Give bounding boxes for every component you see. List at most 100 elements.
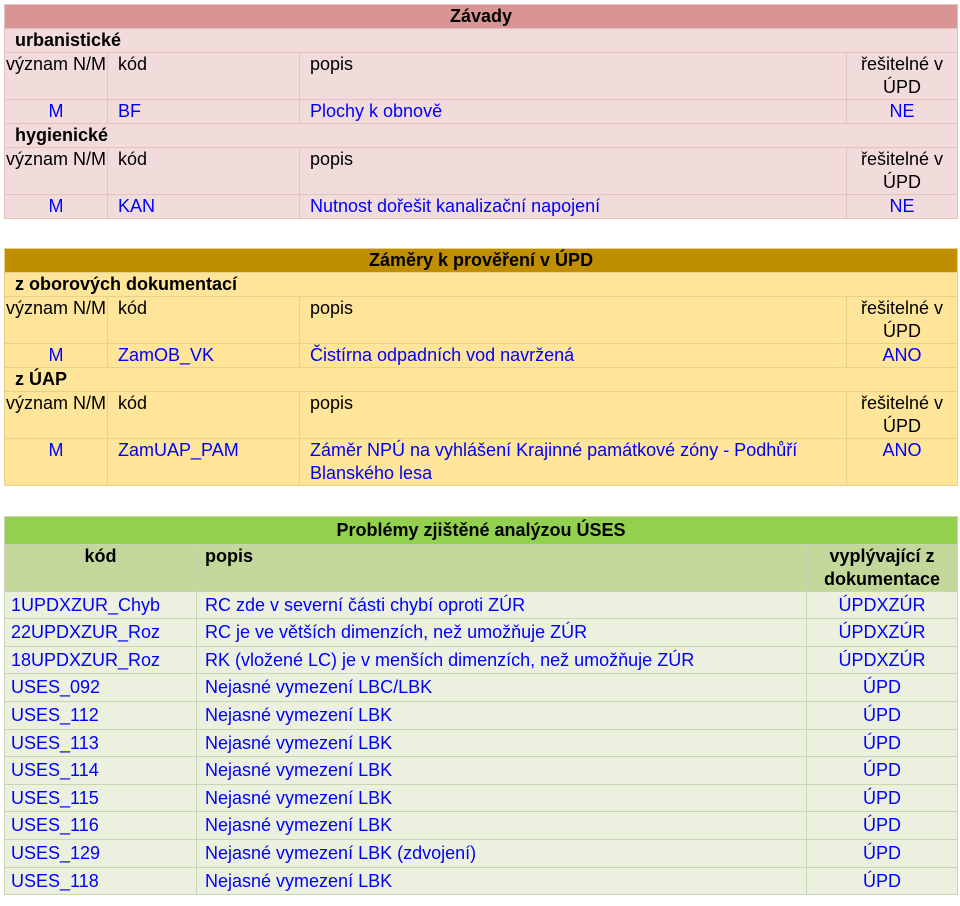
cell-vyplyvajici: ÚPD (805, 756, 959, 785)
table-row: M ZamOB_VK Čistírna odpadních vod navrže… (4, 343, 959, 368)
header-row: význam N/M kód popis řešitelné v ÚPD (4, 296, 959, 344)
zamery-table: Záměry k prověření v ÚPD z oborových dok… (3, 248, 959, 486)
section-row: z ÚAP (3, 367, 959, 392)
section-row: hygienické (3, 123, 959, 148)
zamery-title-row: Záměry k prověření v ÚPD (3, 248, 959, 273)
header-kod: kód (107, 52, 300, 100)
cell-vyznam: M (4, 343, 108, 368)
cell-resitelne: ANO (845, 438, 959, 486)
header-popis: popis (299, 147, 847, 195)
header-vyznam: význam N/M (4, 391, 108, 439)
zavady-title: Závady (3, 4, 959, 29)
cell-vyplyvajici: ÚPD (805, 728, 959, 758)
cell-popis: Čistírna odpadních vod navržená (299, 343, 847, 368)
cell-kod: 22UPDXZUR_Roz (4, 618, 197, 647)
table-row: USES_113 Nejasné vymezení LBK ÚPD (4, 728, 959, 758)
cell-kod: ZamUAP_PAM (107, 438, 300, 486)
cell-vyplyvajici: ÚPD (805, 700, 959, 730)
cell-popis: Nejasné vymezení LBK (196, 700, 807, 730)
section-title: urbanistické (3, 28, 959, 53)
table-row: USES_118 Nejasné vymezení LBK ÚPD (4, 866, 959, 896)
cell-popis: RC je ve větších dimenzích, než umožňuje… (196, 618, 807, 647)
header-row: význam N/M kód popis řešitelné v ÚPD (4, 147, 959, 195)
cell-vyplyvajici: ÚPD (805, 811, 959, 840)
cell-popis: Plochy k obnově (299, 99, 847, 124)
table-row: M KAN Nutnost dořešit kanalizační napoje… (4, 194, 959, 219)
section-title: z ÚAP (3, 367, 959, 392)
cell-kod: 18UPDXZUR_Roz (4, 645, 197, 675)
cell-popis: Nejasné vymezení LBK (196, 783, 807, 813)
cell-popis: Záměr NPÚ na vyhlášení Krajinné památkov… (299, 438, 847, 486)
cell-popis: RK (vložené LC) je v menších dimenzích, … (196, 645, 807, 675)
header-popis: popis (299, 52, 847, 100)
table-row: USES_112 Nejasné vymezení LBK ÚPD (4, 700, 959, 730)
cell-kod: USES_116 (4, 811, 197, 840)
zavady-table: Závady urbanistické význam N/M kód popis… (3, 4, 959, 219)
cell-vyplyvajici: ÚPD (805, 783, 959, 813)
table-row: USES_129 Nejasné vymezení LBK (zdvojení) Ú… (4, 838, 959, 868)
cell-kod: USES_118 (4, 866, 197, 896)
header-resitelne: řešitelné v ÚPD (845, 52, 959, 100)
cell-kod: USES_129 (4, 838, 197, 868)
cell-kod: USES_114 (4, 756, 197, 785)
cell-kod: KAN (107, 194, 300, 219)
problemy-table: Problémy zjištěné analýzou ÚSES kód popi… (3, 516, 959, 896)
header-popis: popis (196, 543, 807, 592)
header-row: kód popis vyplývající z dokumentace (4, 543, 959, 592)
table-row: USES_092 Nejasné vymezení LBC/LBK ÚPD (4, 673, 959, 702)
cell-resitelne: NE (845, 194, 959, 219)
header-vyznam: význam N/M (4, 296, 108, 344)
cell-vyplyvajici: ÚPDXZÚR (805, 590, 959, 620)
cell-kod: USES_112 (4, 700, 197, 730)
cell-popis: Nejasné vymezení LBK (196, 811, 807, 840)
header-vyznam: význam N/M (4, 147, 108, 195)
problemy-title-row: Problémy zjištěné analýzou ÚSES (3, 516, 959, 545)
cell-resitelne: ANO (845, 343, 959, 368)
cell-popis: Nutnost dořešit kanalizační napojení (299, 194, 847, 219)
cell-kod: USES_113 (4, 728, 197, 758)
table-row: USES_116 Nejasné vymezení LBK ÚPD (4, 811, 959, 840)
header-vyznam: význam N/M (4, 52, 108, 100)
cell-popis: Nejasné vymezení LBK (196, 866, 807, 896)
section-row: urbanistické (3, 28, 959, 53)
table-row: M BF Plochy k obnově NE (4, 99, 959, 124)
cell-vyznam: M (4, 438, 108, 486)
cell-resitelne: NE (845, 99, 959, 124)
problemy-title: Problémy zjištěné analýzou ÚSES (3, 516, 959, 545)
header-popis: popis (299, 296, 847, 344)
header-row: význam N/M kód popis řešitelné v ÚPD (4, 52, 959, 100)
section-row: z oborových dokumentací (3, 272, 959, 297)
zamery-title: Záměry k prověření v ÚPD (3, 248, 959, 273)
header-resitelne: řešitelné v ÚPD (845, 147, 959, 195)
table-row: M ZamUAP_PAM Záměr NPÚ na vyhlášení Kraj… (4, 438, 959, 486)
cell-vyplyvajici: ÚPD (805, 866, 959, 896)
cell-popis: Nejasné vymezení LBK (196, 728, 807, 758)
header-vyplyvajici: vyplývající z dokumentace (805, 543, 959, 592)
table-row: USES_114 Nejasné vymezení LBK ÚPD (4, 756, 959, 785)
cell-kod: BF (107, 99, 300, 124)
table-row: 1UPDXZUR_Chyb RC zde v severní části chyb… (4, 590, 959, 620)
table-row: USES_115 Nejasné vymezení LBK ÚPD (4, 783, 959, 813)
header-popis: popis (299, 391, 847, 439)
table-row: 22UPDXZUR_Roz RC je ve větších dimenzích,… (4, 618, 959, 647)
cell-popis: Nejasné vymezení LBC/LBK (196, 673, 807, 702)
cell-vyznam: M (4, 99, 108, 124)
cell-vyplyvajici: ÚPDXZÚR (805, 618, 959, 647)
cell-kod: USES_092 (4, 673, 197, 702)
cell-vyplyvajici: ÚPDXZÚR (805, 645, 959, 675)
cell-vyplyvajici: ÚPD (805, 838, 959, 868)
header-kod: kód (107, 147, 300, 195)
cell-vyplyvajici: ÚPD (805, 673, 959, 702)
cell-kod: USES_115 (4, 783, 197, 813)
cell-kod: ZamOB_VK (107, 343, 300, 368)
section-title: hygienické (3, 123, 959, 148)
header-kod: kód (4, 543, 197, 592)
header-kod: kód (107, 391, 300, 439)
header-kod: kód (107, 296, 300, 344)
cell-popis: Nejasné vymezení LBK (zdvojení) (196, 838, 807, 868)
section-title: z oborových dokumentací (3, 272, 959, 297)
cell-popis: RC zde v severní části chybí oproti ZÚR (196, 590, 807, 620)
cell-popis: Nejasné vymezení LBK (196, 756, 807, 785)
table-row: 18UPDXZUR_Roz RK (vložené LC) je v menšíc… (4, 645, 959, 675)
zavady-title-row: Závady (3, 4, 959, 29)
